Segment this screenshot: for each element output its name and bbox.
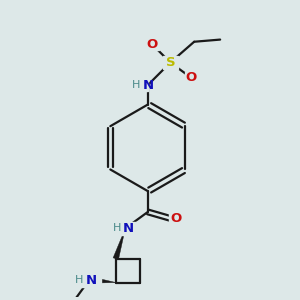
Bar — [184, 72, 198, 83]
Text: O: O — [185, 71, 197, 84]
Text: N: N — [123, 222, 134, 235]
Text: O: O — [170, 212, 182, 225]
Text: O: O — [146, 38, 158, 51]
Polygon shape — [94, 278, 116, 283]
Bar — [124, 79, 148, 91]
Bar — [163, 56, 178, 69]
Polygon shape — [113, 228, 125, 260]
Text: S: S — [166, 56, 175, 69]
Bar — [146, 39, 159, 50]
Text: H: H — [113, 224, 122, 233]
Text: H: H — [131, 80, 140, 90]
Bar — [70, 274, 100, 287]
Text: H: H — [75, 275, 84, 285]
Bar — [112, 222, 138, 235]
Bar — [169, 213, 182, 224]
Text: N: N — [85, 274, 97, 287]
Text: N: N — [143, 79, 154, 92]
